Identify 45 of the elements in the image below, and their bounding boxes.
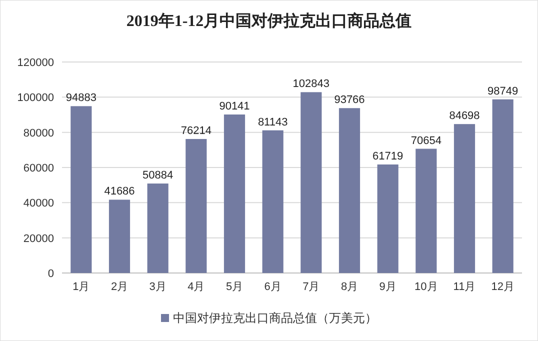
bar	[416, 148, 437, 273]
y-tick-label: 0	[48, 268, 54, 280]
bar	[262, 130, 284, 273]
data-label: 98749	[488, 85, 518, 98]
bar	[492, 99, 514, 273]
x-tick-label: 9月	[379, 281, 396, 293]
x-tick-label: 6月	[264, 281, 282, 293]
y-tick-label: 20000	[23, 232, 54, 245]
x-tick-label: 3月	[149, 281, 166, 293]
data-label: 41686	[104, 186, 135, 198]
data-label: 61719	[372, 150, 404, 162]
data-label: 93766	[334, 94, 365, 106]
data-label: 84698	[449, 110, 480, 122]
x-tick-label: 10月	[414, 281, 438, 293]
chart-title: 2019年1-12月中国对伊拉克出口商品总值	[126, 12, 412, 30]
y-tick-label: 80000	[23, 127, 54, 140]
y-tick-label: 40000	[23, 198, 54, 210]
data-label: 70654	[410, 134, 442, 147]
data-label: 50884	[142, 170, 174, 182]
x-tick-label: 1月	[72, 281, 90, 293]
bar	[108, 200, 130, 273]
legend: 中国对伊拉克出口商品总值（万美元）	[161, 311, 377, 325]
data-label: 94883	[66, 92, 96, 104]
x-tick-label: 5月	[226, 281, 244, 293]
x-tick-label: 2月	[110, 281, 128, 293]
data-label: 90141	[219, 100, 250, 112]
x-tick-label: 11月	[453, 281, 476, 293]
x-tick-label: 4月	[188, 281, 205, 293]
bar	[377, 164, 398, 273]
bar	[70, 106, 92, 273]
bar	[454, 124, 476, 273]
data-label: 81143	[258, 116, 288, 128]
x-tick-label: 7月	[302, 281, 320, 293]
bar	[186, 138, 207, 273]
x-tick-label: 12月	[491, 281, 514, 293]
bar	[224, 114, 246, 273]
y-tick-label: 100000	[17, 92, 54, 104]
bar	[300, 92, 322, 273]
data-label: 76214	[180, 124, 212, 137]
x-tick-label: 8月	[340, 281, 358, 293]
bar	[147, 184, 168, 273]
data-label: 102843	[292, 78, 330, 90]
bar	[338, 108, 360, 273]
y-tick-label: 120000	[17, 57, 54, 69]
y-tick-label: 60000	[23, 162, 54, 174]
